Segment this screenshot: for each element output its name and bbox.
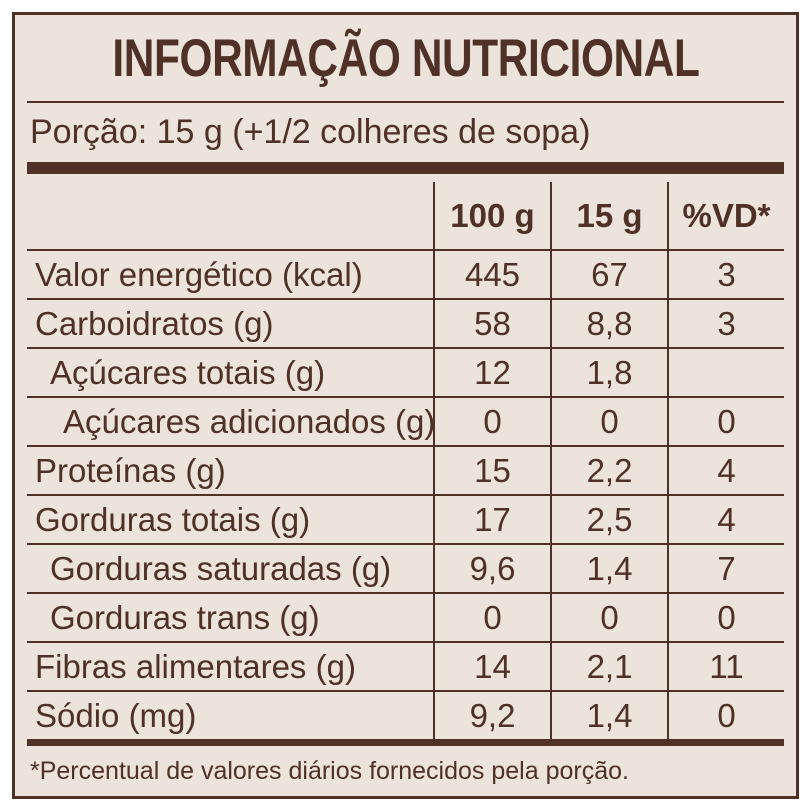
nutrient-row: Gorduras trans (g) 0 0 0 bbox=[27, 592, 784, 641]
nutrient-name: Gorduras saturadas (g) bbox=[50, 549, 392, 587]
value-per-100g: 12 bbox=[433, 349, 550, 396]
nutrition-label-box: INFORMAÇÃO NUTRICIONAL Porção: 15 g (+1/… bbox=[12, 12, 799, 799]
value-per-15g: 1,4 bbox=[550, 692, 667, 739]
value-per-100g: 58 bbox=[433, 300, 550, 347]
nutrient-name: Carboidratos (g) bbox=[35, 304, 274, 342]
label-header: INFORMAÇÃO NUTRICIONAL bbox=[27, 15, 784, 103]
value-percent-vd bbox=[667, 349, 784, 396]
nutrient-name: Valor energético (kcal) bbox=[35, 255, 363, 293]
value-per-100g: 9,6 bbox=[433, 545, 550, 592]
nutrient-row: Gorduras saturadas (g) 9,6 1,4 7 bbox=[27, 543, 784, 592]
value-percent-vd: 0 bbox=[667, 398, 784, 445]
nutrient-name: Açúcares adicionados (g) bbox=[63, 402, 433, 440]
value-per-15g: 0 bbox=[550, 398, 667, 445]
nutrient-name: Fibras alimentares (g) bbox=[35, 647, 356, 685]
nutrient-row: Sódio (mg) 9,2 1,4 0 bbox=[27, 690, 784, 739]
table-header-row: 100 g 15 g %VD* bbox=[27, 182, 784, 249]
value-percent-vd: 4 bbox=[667, 447, 784, 494]
nutrient-row: Carboidratos (g) 58 8,8 3 bbox=[27, 298, 784, 347]
nutrient-row: Valor energético (kcal) 445 67 3 bbox=[27, 249, 784, 298]
value-percent-vd: 0 bbox=[667, 594, 784, 641]
value-percent-vd: 3 bbox=[667, 300, 784, 347]
value-per-100g: 17 bbox=[433, 496, 550, 543]
nutrient-row: Açúcares adicionados (g) 0 0 0 bbox=[27, 396, 784, 445]
value-per-15g: 2,5 bbox=[550, 496, 667, 543]
value-per-15g: 8,8 bbox=[550, 300, 667, 347]
value-percent-vd: 0 bbox=[667, 692, 784, 739]
value-percent-vd: 4 bbox=[667, 496, 784, 543]
value-per-15g: 0 bbox=[550, 594, 667, 641]
value-percent-vd: 3 bbox=[667, 251, 784, 298]
value-per-15g: 2,1 bbox=[550, 643, 667, 690]
nutrient-name: Sódio (mg) bbox=[35, 696, 197, 734]
value-per-100g: 445 bbox=[433, 251, 550, 298]
column-header-vd: %VD* bbox=[667, 182, 784, 249]
nutrient-name: Proteínas (g) bbox=[35, 451, 226, 489]
nutrient-row: Proteínas (g) 15 2,2 4 bbox=[27, 445, 784, 494]
header-divider-bar bbox=[27, 162, 784, 174]
value-per-100g: 15 bbox=[433, 447, 550, 494]
value-percent-vd: 11 bbox=[667, 643, 784, 690]
serving-size-line: Porção: 15 g (+1/2 colheres de sopa) bbox=[30, 113, 591, 151]
footnote: *Percentual de valores diários fornecido… bbox=[30, 756, 629, 785]
label-title: INFORMAÇÃO NUTRICIONAL bbox=[111, 28, 700, 88]
nutrient-name: Gorduras totais (g) bbox=[35, 500, 311, 538]
value-per-100g: 9,2 bbox=[433, 692, 550, 739]
header-spacer-cell bbox=[27, 182, 433, 249]
table-body: Valor energético (kcal) 445 67 3 Carboidrato… bbox=[27, 249, 784, 739]
nutrient-row: Gorduras totais (g) 17 2,5 4 bbox=[27, 494, 784, 543]
value-per-15g: 67 bbox=[550, 251, 667, 298]
nutrition-table: 100 g 15 g %VD* Valor energético (kcal) 4… bbox=[27, 182, 784, 746]
nutrient-row: Fibras alimentares (g) 14 2,1 11 bbox=[27, 641, 784, 690]
value-per-15g: 1,8 bbox=[550, 349, 667, 396]
nutrient-name: Açúcares totais (g) bbox=[50, 353, 326, 391]
value-per-100g: 0 bbox=[433, 594, 550, 641]
value-per-100g: 0 bbox=[433, 398, 550, 445]
value-per-100g: 14 bbox=[433, 643, 550, 690]
nutrient-row: Açúcares totais (g) 12 1,8 bbox=[27, 347, 784, 396]
nutrient-name: Gorduras trans (g) bbox=[50, 598, 320, 636]
column-header-100g: 100 g bbox=[433, 182, 550, 249]
value-per-15g: 2,2 bbox=[550, 447, 667, 494]
value-per-15g: 1,4 bbox=[550, 545, 667, 592]
column-header-15g: 15 g bbox=[550, 182, 667, 249]
value-percent-vd: 7 bbox=[667, 545, 784, 592]
